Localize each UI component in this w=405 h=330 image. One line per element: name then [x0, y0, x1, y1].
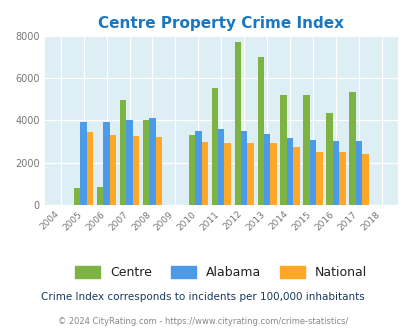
Bar [286, 138, 292, 205]
Bar [143, 120, 149, 205]
Bar [119, 100, 126, 205]
Bar [257, 57, 263, 205]
Bar [103, 121, 109, 205]
Bar [97, 187, 103, 205]
Bar [309, 141, 315, 205]
Bar [217, 129, 224, 205]
Bar [195, 131, 201, 205]
Bar [188, 135, 195, 205]
Text: © 2024 CityRating.com - https://www.cityrating.com/crime-statistics/: © 2024 CityRating.com - https://www.city… [58, 317, 347, 326]
Bar [155, 137, 162, 205]
Bar [270, 143, 276, 205]
Bar [326, 113, 332, 205]
Bar [355, 142, 361, 205]
Bar [280, 95, 286, 205]
Title: Centre Property Crime Index: Centre Property Crime Index [98, 16, 343, 31]
Bar [74, 188, 80, 205]
Bar [224, 143, 230, 205]
Bar [292, 147, 299, 205]
Bar [361, 154, 368, 205]
Text: Crime Index corresponds to incidents per 100,000 inhabitants: Crime Index corresponds to incidents per… [41, 292, 364, 302]
Bar [303, 95, 309, 205]
Bar [126, 120, 132, 205]
Bar [263, 134, 270, 205]
Bar [241, 131, 247, 205]
Bar [247, 143, 253, 205]
Bar [315, 152, 322, 205]
Legend: Centre, Alabama, National: Centre, Alabama, National [70, 261, 371, 284]
Bar [87, 132, 93, 205]
Bar [332, 142, 338, 205]
Bar [149, 118, 155, 205]
Bar [201, 142, 207, 205]
Bar [80, 121, 87, 205]
Bar [338, 152, 345, 205]
Bar [348, 92, 355, 205]
Bar [132, 136, 139, 205]
Bar [211, 88, 217, 205]
Bar [109, 135, 116, 205]
Bar [234, 42, 241, 205]
